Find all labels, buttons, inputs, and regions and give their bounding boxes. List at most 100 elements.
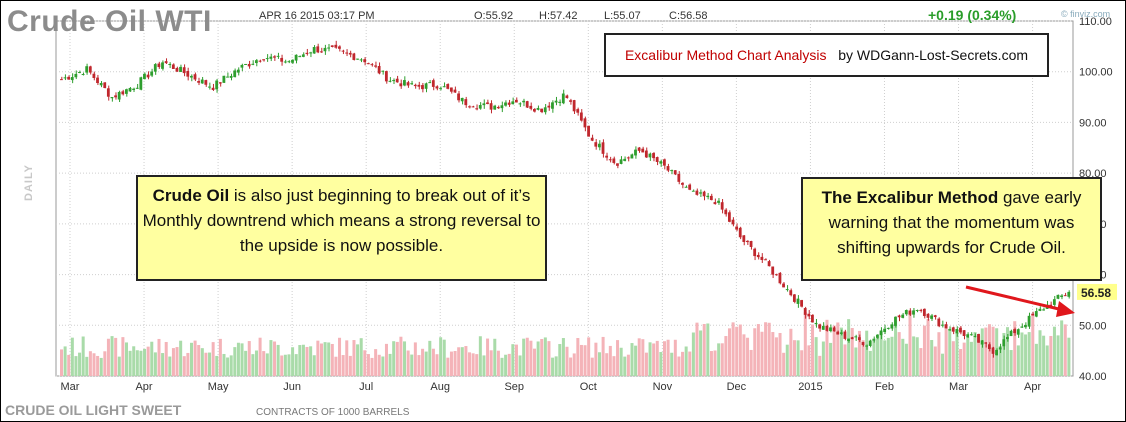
candle-body: [298, 56, 302, 58]
candle-body: [987, 344, 991, 350]
volume-bar: [547, 341, 551, 376]
volume-bar: [489, 350, 493, 376]
volume-bar: [103, 351, 107, 376]
volume-bar: [839, 327, 843, 376]
volume-bar: [832, 325, 836, 376]
candle-body: [1027, 315, 1031, 327]
candle-body: [637, 147, 641, 151]
volume-bar: [236, 342, 240, 376]
volume-bar: [128, 350, 132, 376]
low-value: L:55.07: [604, 10, 641, 22]
candle-body: [435, 86, 439, 89]
candle-body: [442, 86, 446, 88]
volume-bar: [63, 346, 67, 376]
candle-body: [713, 202, 717, 205]
volume-bar: [1002, 332, 1006, 376]
volume-bar: [460, 347, 464, 376]
candle-body: [901, 314, 905, 318]
volume-bar: [229, 355, 233, 376]
candle-body: [825, 325, 829, 331]
volume-bar: [457, 347, 461, 376]
candle-body: [533, 108, 536, 112]
candle-body: [121, 91, 125, 95]
volume-bar: [886, 337, 890, 376]
candle-body: [507, 102, 511, 105]
candle-body: [460, 97, 464, 102]
volume-bar: [525, 337, 529, 376]
candle-body: [543, 107, 547, 113]
volume-bar: [785, 344, 789, 376]
volume-bar: [1045, 345, 1049, 376]
candle-body: [417, 84, 421, 87]
volume-bar: [464, 346, 468, 376]
candle-body: [861, 342, 865, 346]
candle-body: [262, 59, 266, 61]
candle-body: [175, 67, 179, 72]
candle-body: [926, 313, 930, 318]
volume-bar: [189, 342, 193, 376]
volume-bar: [930, 339, 934, 376]
volume-bar: [847, 319, 851, 376]
volume-bar: [706, 323, 710, 376]
volume-bar: [359, 338, 363, 376]
candle-body: [254, 60, 258, 64]
candle-body: [374, 65, 377, 67]
candle-body: [792, 294, 796, 302]
candle-body: [897, 315, 901, 318]
trend-arrow-head: [1056, 301, 1075, 317]
candle-body: [800, 300, 804, 307]
candle-body: [941, 324, 944, 326]
x-tick-label: Apr: [135, 381, 152, 393]
volume-bar: [771, 332, 775, 376]
candle-body: [836, 331, 840, 335]
candle-body: [319, 51, 323, 53]
volume-bar: [533, 348, 537, 376]
candle-body: [839, 332, 843, 334]
volume-bar: [634, 345, 638, 376]
candle-body: [886, 327, 890, 329]
candle-body: [222, 75, 226, 83]
finviz-link[interactable]: © finviz.com: [1061, 9, 1111, 19]
breakout-note: Crude Oil is also just beginning to brea…: [136, 175, 547, 281]
volume-bar: [623, 356, 627, 376]
candle-body: [280, 57, 284, 62]
candle-body: [1034, 311, 1038, 317]
volume-bar: [554, 356, 558, 376]
analysis-author: by WDGann-Lost-Secrets.com: [838, 47, 1029, 63]
candle-body: [843, 331, 847, 339]
candle-body: [616, 163, 619, 166]
candle-body: [384, 71, 388, 82]
x-axis-ticks: Mar Apr May Jun Jul Aug Sep Oct Nov Dec 2015 Feb Mar…: [61, 381, 1042, 393]
volume-bar: [153, 352, 157, 376]
candle-body: [789, 290, 793, 296]
volume-bar: [522, 338, 526, 376]
candle-body: [413, 84, 417, 87]
volume-bar: [937, 332, 941, 376]
volume-bar: [861, 340, 865, 376]
candle-body: [236, 69, 240, 73]
volume-bar: [717, 343, 721, 376]
volume-bar: [319, 343, 323, 376]
volume-bar: [395, 341, 399, 376]
y-tick-label: 100.00: [1079, 67, 1113, 79]
volume-bar: [345, 340, 349, 376]
candle-body: [291, 59, 294, 63]
volume-bar: [327, 342, 331, 376]
volume-bar: [944, 326, 948, 376]
candle-body: [724, 209, 728, 215]
volume-bar: [702, 323, 706, 376]
candle-body: [811, 314, 814, 323]
candle-body: [962, 330, 966, 337]
candle-body: [468, 106, 471, 108]
candle-body: [980, 340, 984, 345]
volume-bar: [666, 339, 670, 376]
volume-bar: [208, 352, 212, 376]
volume-bar: [753, 328, 757, 376]
candle-body: [352, 53, 356, 60]
candle-body: [569, 100, 572, 102]
y-tick-label: 50.00: [1079, 320, 1107, 332]
candle-body: [915, 310, 919, 312]
volume-bar: [803, 312, 807, 376]
volume-bar: [514, 344, 518, 376]
candle-body: [608, 159, 612, 161]
